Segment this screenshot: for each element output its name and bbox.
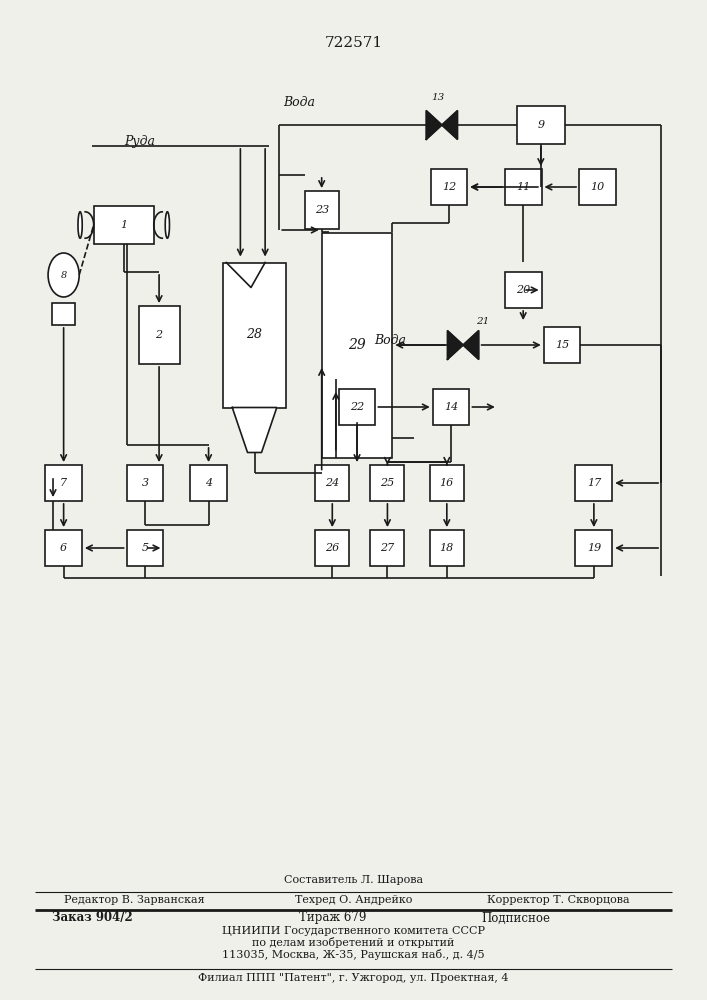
- Text: Вода: Вода: [283, 96, 315, 108]
- FancyBboxPatch shape: [370, 465, 404, 501]
- Text: 28: 28: [247, 328, 262, 342]
- Text: 24: 24: [325, 478, 339, 488]
- FancyBboxPatch shape: [575, 530, 612, 566]
- Text: Заказ 904/2: Заказ 904/2: [52, 912, 132, 924]
- FancyBboxPatch shape: [322, 232, 392, 458]
- Text: Редактор В. Зарванская: Редактор В. Зарванская: [64, 895, 204, 905]
- Text: 4: 4: [205, 478, 212, 488]
- Ellipse shape: [165, 212, 170, 238]
- Text: Руда: Руда: [124, 135, 155, 148]
- Text: 10: 10: [590, 182, 604, 192]
- Text: Техред О. Андрейко: Техред О. Андрейко: [295, 895, 412, 905]
- Text: 7: 7: [60, 478, 67, 488]
- Text: 3: 3: [141, 478, 148, 488]
- Text: 29: 29: [348, 338, 366, 352]
- FancyBboxPatch shape: [579, 169, 616, 205]
- Text: 20: 20: [516, 285, 530, 295]
- FancyBboxPatch shape: [505, 272, 542, 308]
- Text: 12: 12: [442, 182, 456, 192]
- Text: 16: 16: [440, 478, 454, 488]
- FancyBboxPatch shape: [305, 191, 339, 229]
- Text: Филиал ППП "Патент", г. Ужгород, ул. Проектная, 4: Филиал ППП "Патент", г. Ужгород, ул. Про…: [198, 973, 509, 983]
- FancyBboxPatch shape: [223, 262, 286, 408]
- FancyBboxPatch shape: [517, 106, 565, 144]
- Text: 6: 6: [60, 543, 67, 553]
- FancyBboxPatch shape: [370, 530, 404, 566]
- FancyBboxPatch shape: [544, 327, 580, 363]
- FancyBboxPatch shape: [139, 306, 180, 364]
- Text: 21: 21: [477, 316, 489, 326]
- FancyBboxPatch shape: [190, 465, 227, 501]
- Text: 13: 13: [432, 93, 445, 102]
- Text: 722571: 722571: [325, 36, 382, 50]
- Text: 9: 9: [537, 120, 544, 130]
- Text: 22: 22: [350, 402, 364, 412]
- Text: 25: 25: [380, 478, 395, 488]
- Text: 19: 19: [587, 543, 601, 553]
- FancyBboxPatch shape: [52, 303, 75, 325]
- Text: 14: 14: [444, 402, 458, 412]
- Text: 26: 26: [325, 543, 339, 553]
- FancyBboxPatch shape: [93, 206, 153, 244]
- Text: 18: 18: [440, 543, 454, 553]
- FancyBboxPatch shape: [505, 169, 542, 205]
- FancyBboxPatch shape: [45, 530, 82, 566]
- Text: Корректор Т. Скворцова: Корректор Т. Скворцова: [487, 895, 630, 905]
- Text: ЦНИИПИ Государственного комитета СССР: ЦНИИПИ Государственного комитета СССР: [222, 926, 485, 936]
- FancyBboxPatch shape: [315, 530, 349, 566]
- Text: 27: 27: [380, 543, 395, 553]
- FancyBboxPatch shape: [431, 169, 467, 205]
- FancyBboxPatch shape: [575, 465, 612, 501]
- FancyBboxPatch shape: [339, 389, 375, 425]
- Text: 5: 5: [141, 543, 148, 553]
- Text: 11: 11: [516, 182, 530, 192]
- Text: Тираж 679: Тираж 679: [298, 912, 366, 924]
- Text: Составитель Л. Шарова: Составитель Л. Шарова: [284, 875, 423, 885]
- Polygon shape: [232, 408, 276, 452]
- Polygon shape: [448, 331, 479, 359]
- FancyBboxPatch shape: [433, 389, 469, 425]
- FancyBboxPatch shape: [430, 465, 464, 501]
- Text: 15: 15: [555, 340, 569, 350]
- Circle shape: [48, 253, 79, 297]
- Text: 1: 1: [120, 220, 127, 230]
- Text: 23: 23: [315, 205, 329, 215]
- FancyBboxPatch shape: [45, 465, 82, 501]
- Text: Подписное: Подписное: [481, 912, 551, 924]
- Text: Вода: Вода: [375, 334, 407, 347]
- Text: 17: 17: [587, 478, 601, 488]
- FancyBboxPatch shape: [127, 530, 163, 566]
- FancyBboxPatch shape: [127, 465, 163, 501]
- Text: 8: 8: [61, 270, 66, 279]
- Ellipse shape: [78, 212, 82, 238]
- Polygon shape: [426, 111, 457, 139]
- Text: 113035, Москва, Ж-35, Раушская наб., д. 4/5: 113035, Москва, Ж-35, Раушская наб., д. …: [222, 950, 485, 960]
- Text: по делам изобретений и открытий: по делам изобретений и открытий: [252, 938, 455, 948]
- Text: 2: 2: [156, 330, 163, 340]
- FancyBboxPatch shape: [430, 530, 464, 566]
- FancyBboxPatch shape: [315, 465, 349, 501]
